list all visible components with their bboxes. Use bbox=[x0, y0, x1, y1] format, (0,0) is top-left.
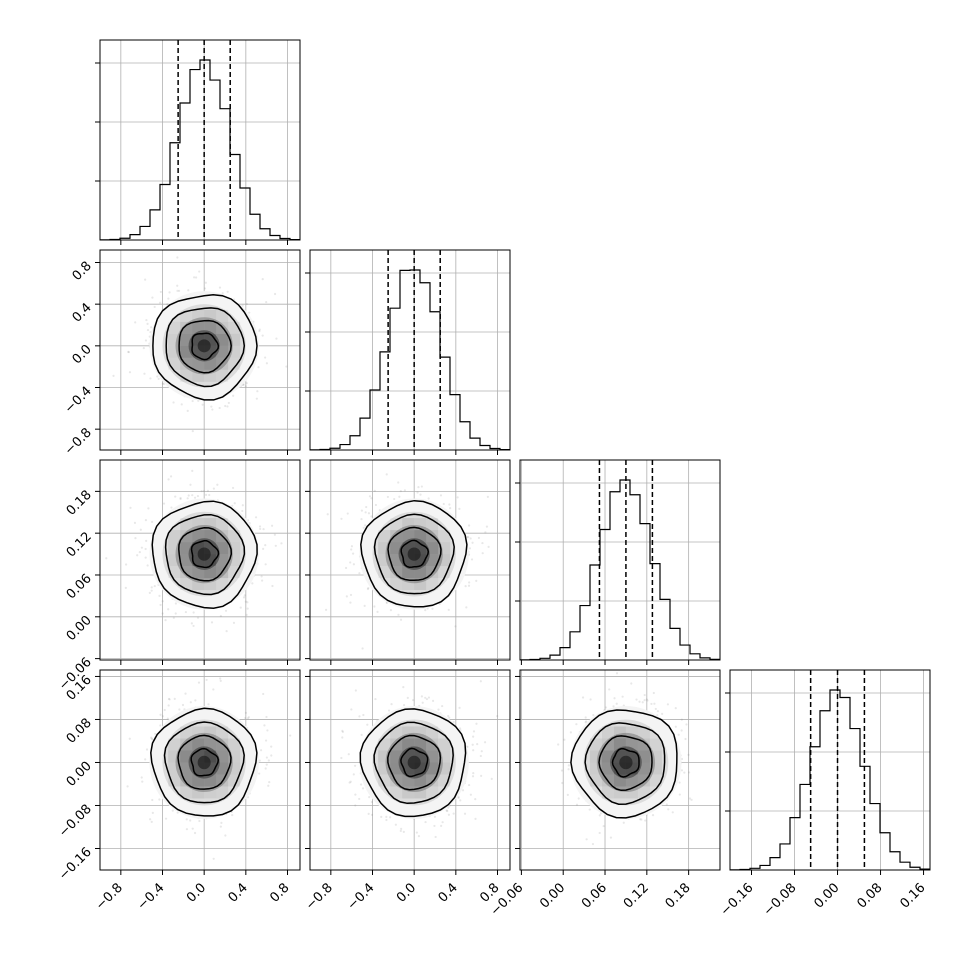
x-tick-label: −0.4 bbox=[135, 880, 168, 913]
x-tick-label: −0.8 bbox=[93, 880, 126, 913]
density-contour bbox=[611, 748, 640, 778]
density-contour bbox=[373, 721, 454, 805]
density-contour bbox=[163, 721, 245, 804]
y-tick-label: 0.00 bbox=[64, 759, 95, 790]
density-contour bbox=[178, 527, 233, 582]
density-band bbox=[197, 339, 211, 353]
panel-frame bbox=[519, 459, 721, 661]
panel-frame bbox=[309, 249, 511, 451]
x-tick-label: −0.08 bbox=[761, 880, 800, 919]
x-tick-label: 0.4 bbox=[226, 880, 251, 905]
y-tick-label: 0.8 bbox=[70, 259, 95, 284]
histogram-0 bbox=[100, 59, 300, 240]
histogram-1 bbox=[310, 269, 510, 450]
x-tick-label: 0.0 bbox=[394, 880, 419, 905]
y-tick-label: 0.4 bbox=[70, 300, 95, 325]
y-tick-label: 0.12 bbox=[64, 529, 95, 560]
x-tick-label: 0.8 bbox=[267, 880, 292, 905]
density-contour bbox=[164, 513, 246, 596]
density-band bbox=[197, 755, 211, 770]
density-contour bbox=[360, 499, 468, 608]
density-band bbox=[407, 755, 421, 770]
x-tick-label: 0.06 bbox=[579, 880, 610, 911]
density-contour bbox=[387, 734, 442, 791]
density-band bbox=[197, 547, 211, 561]
scatter-panel-3-0: −0.8 −0.4 0.0 0.4 0.8−0.16−0.080.000.080.16 bbox=[56, 669, 301, 913]
panel-frame bbox=[729, 669, 931, 871]
density-contour bbox=[598, 735, 653, 792]
density-contour bbox=[177, 734, 232, 790]
y-tick-label: 0.06 bbox=[64, 571, 95, 602]
density-contour bbox=[359, 708, 467, 818]
density-contour bbox=[190, 540, 220, 569]
density-contour bbox=[373, 513, 455, 595]
x-tick-label: 0.4 bbox=[436, 880, 461, 905]
y-tick-label: 0.00 bbox=[64, 613, 95, 644]
y-tick-label: −0.4 bbox=[62, 384, 95, 417]
x-tick-label: −0.8 bbox=[303, 880, 336, 913]
y-tick-label: −0.16 bbox=[56, 845, 95, 884]
density-band bbox=[407, 547, 421, 561]
histogram-panel-2 bbox=[515, 459, 721, 665]
density-contour bbox=[191, 332, 220, 361]
x-tick-label: 0.16 bbox=[898, 880, 929, 911]
x-tick-label: 0.0 bbox=[184, 880, 209, 905]
density-contour bbox=[400, 747, 429, 778]
panel-frame bbox=[99, 39, 301, 241]
x-tick-label: 0.12 bbox=[621, 880, 652, 911]
panel-frame bbox=[99, 459, 301, 661]
scatter-panel-3-2: −0.06 0.00 0.06 0.12 0.18 bbox=[488, 669, 721, 919]
x-tick-label: −0.4 bbox=[345, 880, 378, 913]
y-tick-label: 0.18 bbox=[64, 488, 95, 519]
histogram-2 bbox=[520, 479, 720, 660]
density-contour bbox=[165, 307, 246, 388]
panel-frame bbox=[309, 669, 511, 871]
density-contour bbox=[570, 709, 678, 819]
panel-frame bbox=[519, 669, 721, 871]
histogram-panel-0 bbox=[95, 39, 301, 245]
histogram-panel-1 bbox=[305, 249, 511, 455]
histogram-panel-3: −0.16 −0.08 0.00 0.08 0.16 bbox=[718, 669, 931, 919]
density-band bbox=[619, 755, 633, 770]
scatter-panel-2-0: −0.060.000.060.120.18 bbox=[56, 459, 301, 694]
scatter-panel-3-1: −0.8 −0.4 0.0 0.4 0.8 bbox=[303, 669, 511, 913]
x-tick-label: 0.00 bbox=[811, 880, 842, 911]
panel-frame bbox=[99, 249, 301, 451]
x-tick-label: 0.08 bbox=[855, 880, 886, 911]
density-contour bbox=[178, 319, 232, 374]
histogram-3 bbox=[730, 689, 930, 870]
scatter-panel-1-0: −0.8 −0.4 0.0 0.4 0.8 bbox=[62, 249, 301, 458]
density-contour bbox=[400, 539, 430, 568]
density-contour bbox=[387, 526, 442, 582]
scatter-panel-2-1 bbox=[305, 459, 511, 665]
x-tick-label: 0.00 bbox=[537, 880, 568, 911]
y-tick-label: −0.08 bbox=[56, 802, 95, 841]
density-contour bbox=[152, 294, 258, 401]
density-contour bbox=[584, 722, 666, 805]
panel-frame bbox=[99, 669, 301, 871]
panel-frame bbox=[309, 459, 511, 661]
y-tick-label: −0.8 bbox=[62, 425, 95, 458]
density-contour bbox=[151, 500, 258, 609]
y-tick-label: 0.08 bbox=[64, 716, 95, 747]
y-tick-label: 0.0 bbox=[70, 342, 95, 367]
x-tick-label: −0.16 bbox=[718, 880, 757, 919]
density-contour bbox=[190, 747, 220, 777]
density-contour bbox=[150, 707, 258, 817]
x-tick-label: 0.18 bbox=[663, 880, 694, 911]
